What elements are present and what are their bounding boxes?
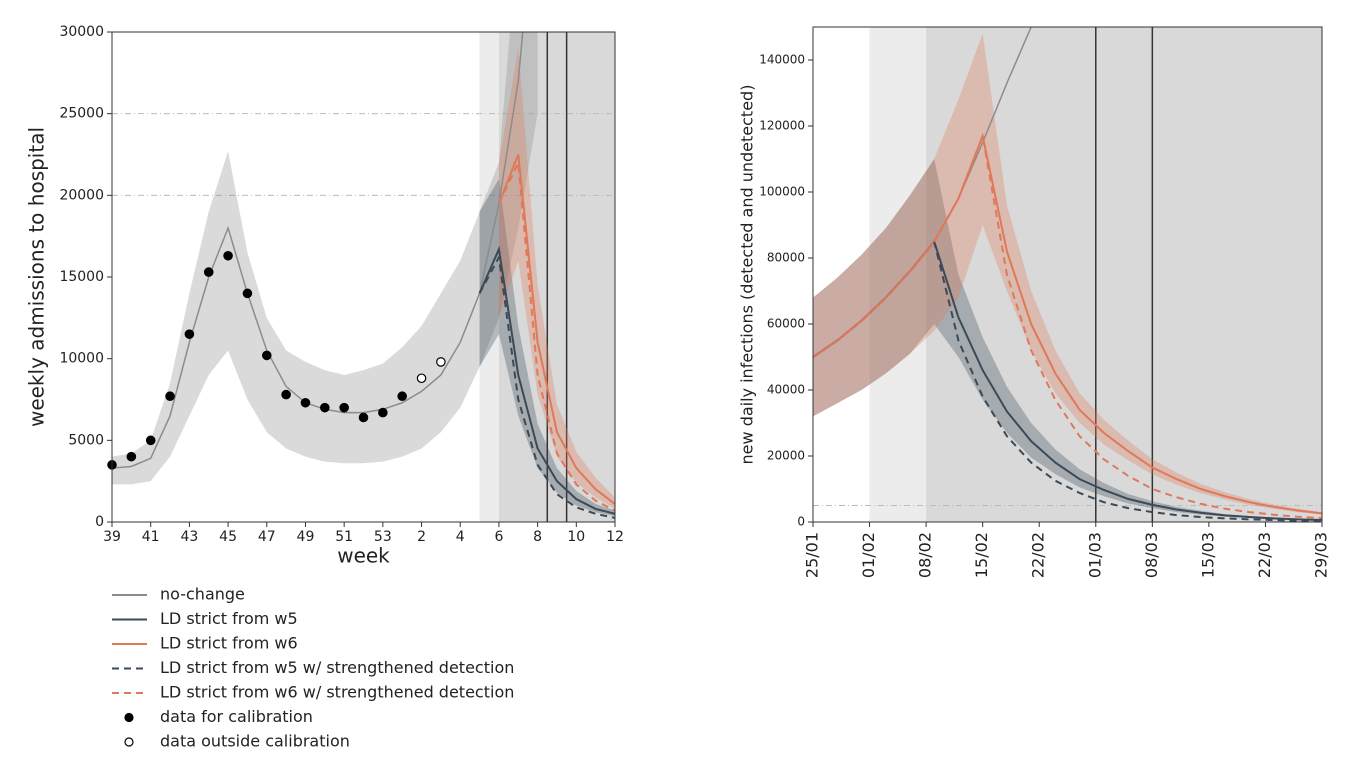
data-point (339, 402, 349, 413)
legend-marker (124, 737, 134, 747)
legend-marker (124, 712, 134, 723)
y-tick-label: 25000 (59, 106, 104, 122)
y-tick-label: 10000 (59, 351, 104, 367)
data-point (261, 350, 272, 361)
x-tick-label: 43 (180, 529, 198, 545)
legend-label: LD strict from w5 w/ strengthened detect… (160, 658, 514, 677)
y-tick-label: 20000 (59, 187, 104, 203)
uncertainty-band (813, 33, 1322, 515)
x-tick-label: 22/03 (1255, 532, 1274, 578)
data-point (184, 329, 195, 339)
y-axis-label: weekly admissions to hospital (25, 127, 49, 427)
y-tick-label: 0 (95, 514, 104, 530)
x-tick-label: 41 (142, 529, 160, 545)
x-tick-label: 01/02 (859, 532, 878, 578)
x-tick-label: 8 (533, 529, 542, 545)
x-tick-label: 08/03 (1142, 532, 1161, 578)
legend: no-change LD strict from w5 LD strict from… (112, 585, 514, 751)
data-point (436, 357, 446, 367)
data-point (145, 435, 156, 446)
plot: 0 20000 40000 60000 80000 100000 120000 140000 2… (738, 26, 1331, 578)
x-tick-label: 08/02 (916, 532, 935, 578)
x-tick-label: 29/03 (1312, 532, 1331, 578)
shaded-region (869, 27, 927, 522)
series-line (498, 158, 615, 512)
series-group (112, 32, 615, 519)
legend-label: LD strict from w6 w/ strengthened detect… (160, 683, 514, 702)
legend-label: data outside calibration (160, 732, 350, 751)
x-axis-label: week (337, 544, 390, 568)
series-line (497, 154, 615, 505)
uncertainty-band (498, 48, 615, 509)
y-tick-label: 30000 (59, 24, 104, 40)
y-tick-label: 0 (797, 515, 805, 529)
legend-label: no-change (160, 585, 245, 604)
x-tick-label: 22/02 (1029, 532, 1048, 578)
y-tick-label: 15000 (59, 269, 104, 285)
x-tick-label: 15/03 (1198, 532, 1217, 578)
y-tick-label: 80000 (767, 251, 805, 265)
x-tick-label: 4 (456, 529, 465, 545)
plot: 0 5000 10000 15000 20000 25000 30000 39 41 43 45 47… (25, 24, 624, 751)
y-tick-label: 140000 (759, 53, 805, 67)
x-tick-label: 53 (374, 529, 392, 545)
x-tick-label: 6 (494, 529, 503, 545)
y-tick-label: 20000 (767, 449, 805, 463)
series-line (478, 254, 615, 519)
data-point (320, 402, 330, 413)
y-tick-label: 5000 (68, 432, 104, 448)
series-line (813, 132, 1322, 520)
x-tick-label: 12 (606, 529, 624, 545)
data-point (165, 391, 175, 402)
data-point (397, 391, 407, 402)
legend-label: LD strict from w6 (160, 634, 298, 653)
data-point (242, 288, 253, 299)
y-axis-label: new daily infections (detected and undet… (738, 85, 757, 465)
data-point (300, 397, 311, 408)
x-tick-label: 39 (103, 529, 121, 545)
data-point (281, 389, 291, 400)
series-group (813, 27, 1322, 522)
x-tick-label: 15/02 (972, 532, 991, 578)
data-point (126, 451, 137, 462)
uncertainty-band (112, 32, 538, 485)
x-tick-label: 45 (219, 529, 237, 545)
data-point (378, 407, 388, 418)
x-tick-label: 25/01 (803, 532, 822, 578)
data-point (416, 373, 427, 384)
shaded-region (926, 27, 1322, 522)
uncertainty-band (479, 179, 615, 517)
y-tick-label: 100000 (759, 185, 805, 199)
y-tick-label: 60000 (767, 317, 805, 331)
x-tick-label: 2 (417, 529, 426, 545)
data-point (223, 250, 233, 261)
data-point (358, 412, 369, 423)
y-tick-label: 120000 (759, 119, 805, 133)
y-tick-label: 40000 (767, 383, 805, 397)
x-tick-label: 51 (335, 529, 353, 545)
x-tick-label: 10 (567, 529, 585, 545)
x-tick-label: 49 (297, 529, 315, 545)
data-point (203, 267, 214, 277)
x-tick-label: 47 (258, 529, 276, 545)
series-line (478, 245, 615, 515)
legend-label: LD strict from w5 (160, 609, 298, 628)
legend-label: data for calibration (160, 707, 313, 726)
x-tick-label: 01/03 (1085, 532, 1104, 578)
plot-frame (812, 26, 1323, 523)
uncertainty-band (813, 159, 1322, 521)
